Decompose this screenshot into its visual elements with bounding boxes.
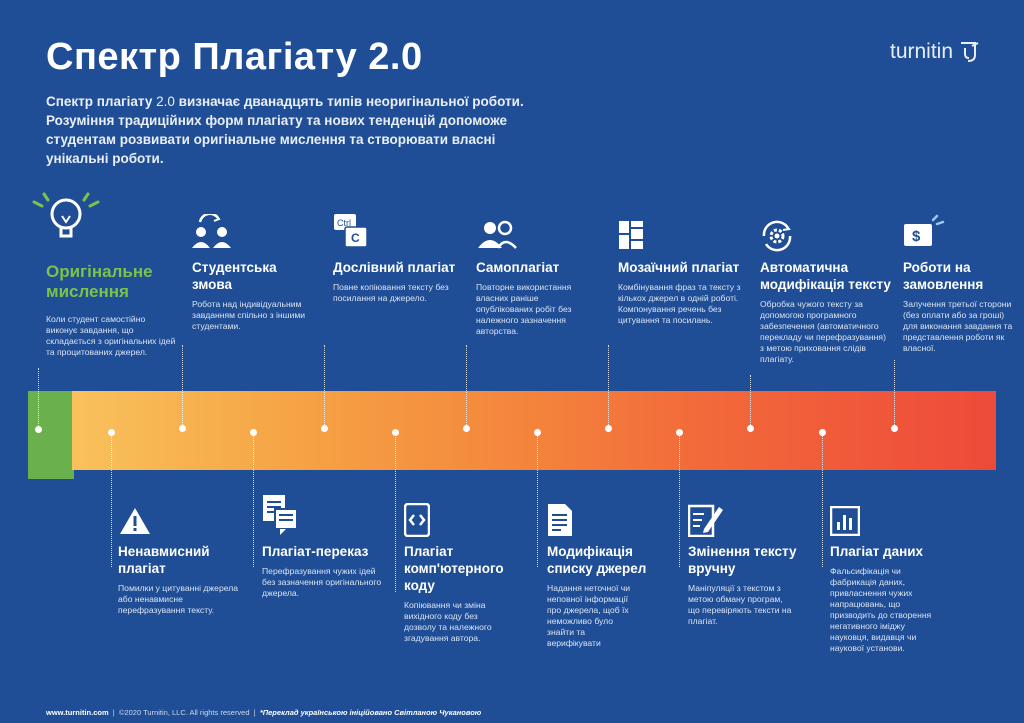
item-desc: Перефразування чужих ідей без зазначення… [262,566,382,598]
item-data-plagiarism: Плагіат даних Фальсифікація чи фабрикаці… [830,543,940,654]
connector-line [822,432,823,567]
code-icon [404,503,430,537]
intro-text: Спектр плагіату 2.0 визначає дванадцять … [46,92,546,168]
item-title: Самоплагіат [476,260,560,275]
item-title: Модифікація списку джерел [547,544,647,576]
item-title: Ненавмисний плагіат [118,544,210,576]
item-title: Оригінальне мислення [46,262,153,301]
spectrum-dot [321,425,328,432]
item-code-plagiarism: Плагіат комп'ютерного коду Копіювання чи… [404,543,522,644]
connector-line [894,360,895,429]
ctrl-c-icon: Ctrl C [334,214,368,248]
item-paraphrase: Плагіат-переказ Перефразування чужих іде… [262,543,384,599]
svg-text:C: C [351,231,360,245]
item-self-plagiarism: Самоплагіат Повторне використання власни… [476,259,596,337]
spectrum-dot [605,425,612,432]
connector-line [750,375,751,429]
item-manual-modification: Змінення тексту вручну Маніпуляції з тек… [688,543,812,627]
mosaic-icon [619,221,643,249]
connector-line [253,432,254,567]
footer-credit: *Переклад українською ініційовано Світла… [259,708,482,717]
item-desc: Повне копіювання тексту без посилання на… [333,282,449,303]
edit-text-icon [688,504,723,537]
item-desc: Повторне використання власних раніше опу… [476,282,572,336]
spectrum-dot [534,429,541,436]
spectrum-dot [891,425,898,432]
self-people-icon [478,220,517,249]
item-desc: Обробка чужого тексту за допомогою прогр… [760,299,886,364]
item-title: Плагіат комп'ютерного коду [404,544,504,593]
spectrum-dot [250,429,257,436]
item-title: Автоматична модифікація тексту [760,260,891,292]
connector-line [324,345,325,429]
item-title: Дослівний плагіат [333,260,456,275]
money-icon: $ [904,214,945,246]
lightbulb-icon [32,192,100,238]
item-desc: Маніпуляції з текстом з метою обману про… [688,583,792,626]
connector-line [679,432,680,567]
item-title: Змінення тексту вручну [688,544,797,576]
footer-site[interactable]: www.turnitin.com [46,708,109,717]
connector-line [608,345,609,429]
item-contract-cheating: Роботи на замовлення Залучення третьої с… [903,259,1015,354]
connector-line [38,368,39,428]
spectrum-dot [35,426,42,433]
item-verbatim: Дослівний плагіат Повне копіювання текст… [333,259,461,304]
item-desc: Фальсифікація чи фабрикація даних, привл… [830,566,932,653]
intro-rest: визначає дванадцять типів неоригінальної… [46,94,524,166]
documents-icon [263,495,298,535]
item-title: Студентська змова [192,260,277,292]
spectrum-dot [108,429,115,436]
page-title: Спектр Плагіату 2.0 [46,36,423,78]
item-title: Плагіат даних [830,544,924,559]
footer: www.turnitin.com | ©2020 Turnitin, LLC. … [46,708,482,717]
spectrum-dot [747,425,754,432]
item-student-collusion: Студентська змова Робота над індивідуаль… [192,259,320,332]
connector-line [466,345,467,429]
logo-text: turnitin [890,40,954,63]
item-desc: Надання неточної чи неповної інформації … [547,583,631,648]
source-list-icon [548,504,572,536]
item-title: Роботи на замовлення [903,260,984,292]
item-mosaic: Мозаїчний плагіат Комбінування фраз та т… [618,259,746,326]
svg-text:$: $ [912,228,921,245]
warning-icon [120,508,150,534]
item-desc: Копіювання чи зміна вихідного коду без д… [404,600,492,643]
spectrum-dot [463,425,470,432]
turnitin-logo: turnitin [890,40,982,64]
item-desc: Робота над індивідуальним завданням спіл… [192,299,306,331]
item-source-modification: Модифікація списку джерел Надання неточн… [547,543,667,649]
gear-refresh-icon [762,220,792,252]
spectrum-dot [179,425,186,432]
item-desc: Коли студент самостійно виконує завдання… [46,314,176,357]
collusion-people-icon [192,214,231,248]
item-software-modification: Автоматична модифікація тексту Обробка ч… [760,259,892,365]
connector-line [395,432,396,592]
item-original-thinking: Оригінальне мислення Коли студент самост… [46,262,176,358]
data-chart-icon [830,506,860,536]
turnitin-mark-icon [961,42,979,62]
original-marker [28,391,74,479]
item-desc: Помилки у цитуванні джерела або ненавмис… [118,583,239,615]
item-unintentional: Ненавмисний плагіат Помилки у цитуванні … [118,543,246,616]
item-desc: Комбінування фраз та тексту з кількох дж… [618,282,741,325]
item-title: Мозаїчний плагіат [618,260,740,275]
connector-line [111,432,112,567]
item-title: Плагіат-переказ [262,544,369,559]
spectrum-dot [392,429,399,436]
intro-version: 2.0 [156,94,175,109]
connector-line [182,345,183,429]
item-desc: Залучення третьої сторони (без оплати аб… [903,299,1013,353]
spectrum-dot [676,429,683,436]
spectrum-dot [819,429,826,436]
svg-text:Ctrl: Ctrl [337,218,351,228]
connector-line [537,432,538,567]
intro-lead: Спектр плагіату [46,94,153,109]
footer-copyright: ©2020 Turnitin, LLC. All rights reserved [118,708,250,717]
